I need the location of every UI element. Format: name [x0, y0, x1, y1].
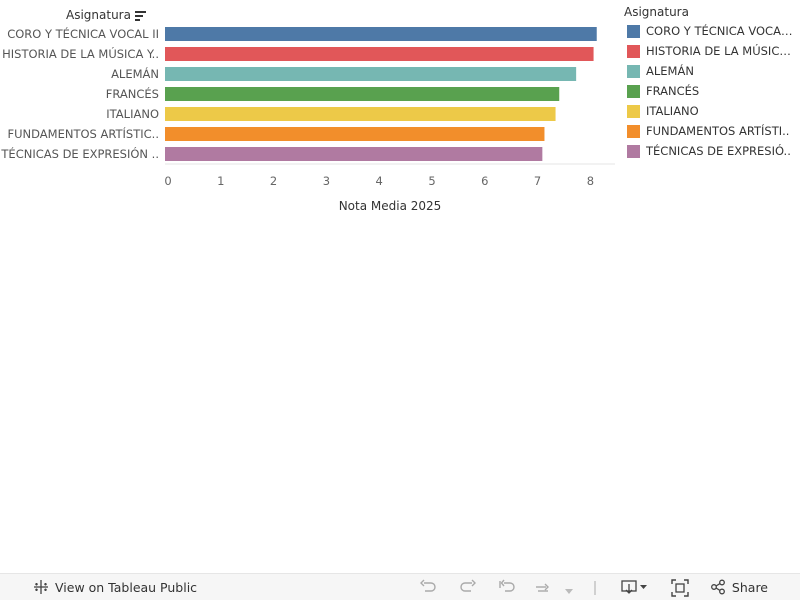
category-label: CORO Y TÉCNICA VOCAL II: [7, 26, 159, 41]
x-tick-label: 0: [164, 174, 171, 188]
toolbar-divider: [594, 580, 596, 599]
bar-chart: Nota Media 2025 CORO Y TÉCNICA VOCAL II H…: [0, 26, 615, 213]
category-label: FUNDAMENTOS ARTÍSTIC..: [8, 126, 159, 141]
tableau-logo-icon: [33, 579, 49, 595]
x-tick-label: 1: [217, 174, 224, 188]
category-label: TÉCNICAS DE EXPRESIÓN ..: [0, 146, 159, 161]
legend-item[interactable]: FRANCÉS: [624, 81, 800, 101]
legend-swatch: [627, 144, 640, 158]
legend-item[interactable]: CORO Y TÉCNICA VOCAL II: [624, 21, 800, 41]
share-label: Share: [731, 579, 768, 595]
view-on-tableau-label: View on Tableau Public: [55, 579, 198, 595]
legend-swatch: [627, 44, 640, 58]
bar[interactable]: [165, 87, 560, 101]
legend-item-label: TÉCNICAS DE EXPRESIÓ..: [646, 144, 791, 158]
legend-item-label: ITALIANO: [646, 104, 699, 118]
undo-icon[interactable]: [419, 579, 437, 598]
share-button[interactable]: Share: [710, 579, 768, 595]
x-tick-label: 6: [481, 174, 488, 188]
x-tick-label: 7: [534, 174, 541, 188]
legend-item[interactable]: TÉCNICAS DE EXPRESIÓ..: [624, 141, 800, 161]
refresh-icon[interactable]: [534, 579, 552, 598]
legend-item-label: HISTORIA DE LA MÚSICA ..: [646, 44, 794, 58]
legend-item-label: FUNDAMENTOS ARTÍSTI..: [646, 124, 790, 138]
category-label: ITALIANO: [106, 107, 159, 121]
category-label: ALEMÁN: [111, 66, 159, 81]
x-tick-label: 2: [270, 174, 277, 188]
legend-swatch: [627, 104, 640, 118]
color-legend: Asignatura CORO Y TÉCNICA VOCAL II HISTO…: [624, 5, 800, 161]
legend-title: Asignatura: [624, 5, 689, 19]
redo-icon[interactable]: [459, 579, 477, 598]
legend-item[interactable]: ALEMÁN: [624, 61, 800, 81]
x-tick-label: 3: [323, 174, 330, 188]
bar[interactable]: [165, 27, 597, 41]
bar[interactable]: [165, 127, 545, 141]
category-label: HISTORIA DE LA MÚSICA Y..: [2, 46, 159, 61]
x-axis-title: Nota Media 2025: [339, 199, 442, 213]
x-tick-label: 4: [376, 174, 383, 188]
legend-swatch: [627, 64, 640, 78]
share-icon: [710, 579, 726, 595]
pause-dropdown-icon[interactable]: [564, 583, 574, 599]
bar[interactable]: [165, 47, 594, 61]
footer-toolbar: View on Tableau Public Share: [0, 573, 800, 600]
legend-item[interactable]: FUNDAMENTOS ARTÍSTI..: [624, 121, 800, 141]
bar[interactable]: [165, 147, 543, 161]
row-header-label: Asignatura: [66, 8, 131, 22]
x-tick-label: 8: [587, 174, 594, 188]
legend-item-label: ALEMÁN: [646, 64, 694, 78]
sort-descending-icon[interactable]: [134, 10, 147, 21]
row-header-asignatura[interactable]: Asignatura: [66, 8, 147, 22]
legend-item[interactable]: HISTORIA DE LA MÚSICA ..: [624, 41, 800, 61]
revert-icon[interactable]: [498, 579, 516, 598]
legend-item[interactable]: ITALIANO: [624, 101, 800, 121]
legend-swatch: [627, 84, 640, 98]
x-tick-label: 5: [428, 174, 435, 188]
download-icon[interactable]: [621, 579, 649, 598]
legend-item-label: CORO Y TÉCNICA VOCAL II: [646, 24, 794, 38]
view-on-tableau-link[interactable]: View on Tableau Public: [33, 579, 197, 595]
bar[interactable]: [165, 107, 556, 121]
legend-swatch: [627, 124, 640, 138]
bar[interactable]: [165, 67, 577, 81]
legend-item-label: FRANCÉS: [646, 84, 700, 98]
legend-swatch: [627, 24, 640, 38]
fullscreen-icon[interactable]: [671, 579, 689, 600]
category-label: FRANCÉS: [106, 86, 159, 101]
